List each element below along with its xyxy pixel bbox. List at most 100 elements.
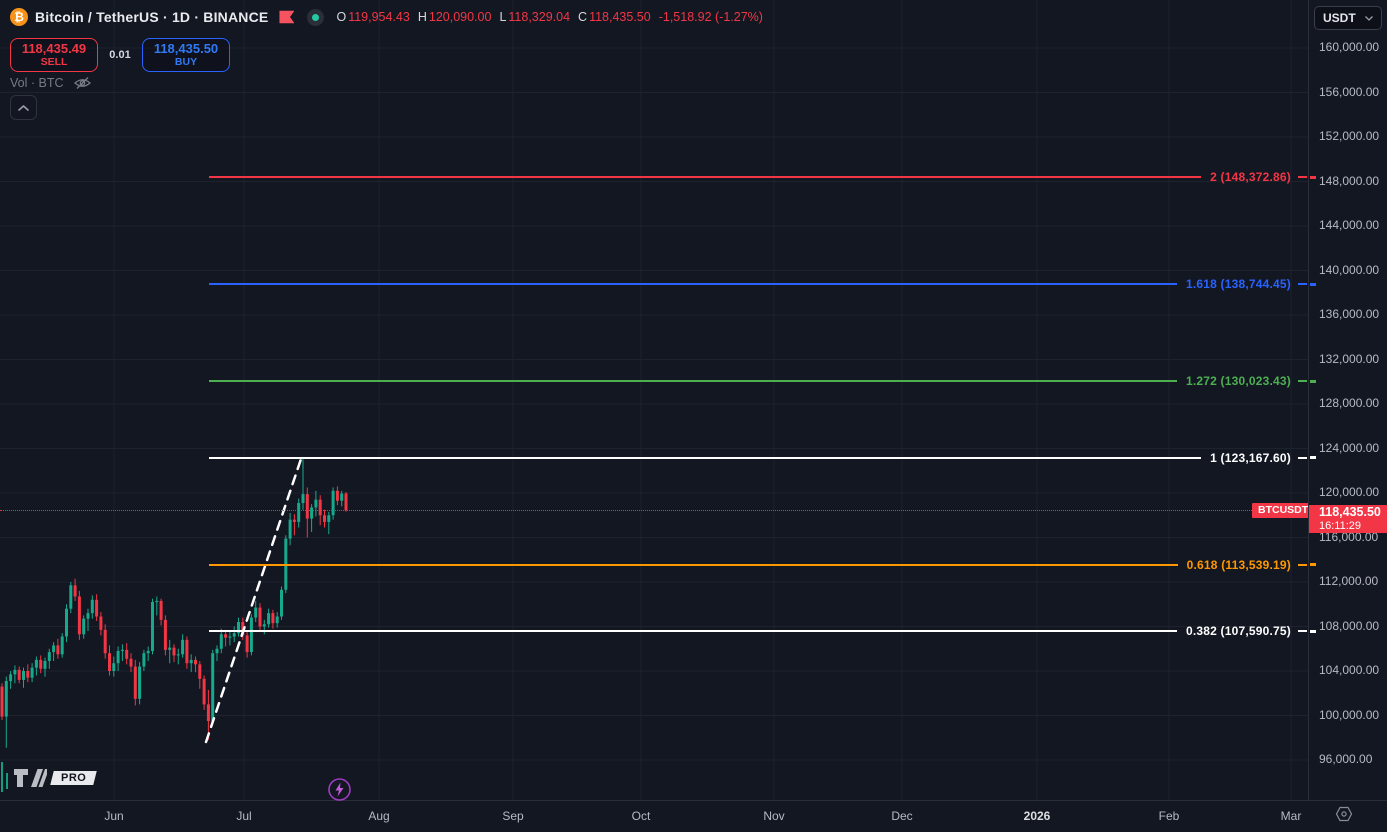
flag-icon[interactable] — [279, 10, 295, 24]
ohlc-readout: O 119,954.43 H 120,090.00 L 118,329.04 C 118… — [336, 10, 762, 24]
currency-select[interactable]: USDT — [1314, 6, 1382, 30]
price-axis-tick: 128,000.00 — [1319, 396, 1380, 410]
fib-level-label: 2 (148,372.86) — [1210, 170, 1291, 185]
price-axis[interactable]: 160,000.00 156,000.00 152,000.00 148,000.00… — [1308, 0, 1387, 800]
fib-level-label: 0.382 (107,590.75) — [1185, 624, 1291, 639]
fib-level-row-1272[interactable]: 1.272 (130,023.43) — [209, 373, 1307, 389]
price-axis-tick: 136,000.00 — [1319, 307, 1380, 321]
price-axis-tick: 132,000.00 — [1319, 351, 1380, 366]
time-axis-label: Nov — [763, 809, 785, 823]
hexagon-dot-icon[interactable] — [1335, 805, 1353, 823]
fib-level-line — [209, 456, 1202, 459]
time-axis-label: Sep — [502, 809, 524, 823]
close-value: 118,435.50 — [589, 10, 651, 24]
time-axis-label: Jul — [236, 809, 252, 823]
symbol-title[interactable]: Bitcoin / TetherUS · 1D · BINANCE — [35, 9, 269, 25]
price-axis-tick: 156,000.00 — [1319, 84, 1380, 99]
volume-study-label: Vol · BTC — [10, 76, 64, 90]
sell-price: 118,435.49 — [21, 41, 87, 56]
candlestick-chart[interactable] — [0, 0, 1308, 800]
tradingview-logo-icon — [14, 769, 47, 787]
chart-legend-bar: ₿ Bitcoin / TetherUS · 1D · BINANCE O 119… — [10, 7, 763, 27]
close-label: C — [578, 10, 588, 24]
time-axis-label: Aug — [368, 809, 390, 823]
pro-badge: PRO — [50, 771, 98, 785]
fib-level-label: 1.272 (130,023.43) — [1185, 374, 1291, 389]
time-axis-label: Mar — [1280, 809, 1302, 823]
fib-level-end-dash — [1298, 283, 1307, 286]
change-value: -1,518.92 (-1.27%) — [658, 10, 763, 24]
fib-level-line — [209, 630, 1177, 633]
fib-level-line — [209, 283, 1177, 286]
volume-study-row: Vol · BTC — [10, 75, 92, 91]
fib-level-row-1[interactable]: 1 (123,167.60) — [209, 450, 1307, 466]
time-axis-label: 2026 — [1023, 809, 1051, 823]
fib-level-end-dash — [1298, 563, 1307, 566]
fib-level-end-dash — [1298, 176, 1307, 179]
fib-level-row-2[interactable]: 2 (148,372.86) — [209, 169, 1307, 185]
fib-axis-mark — [1310, 379, 1316, 383]
price-axis-tick: 96,000.00 — [1319, 752, 1373, 766]
lightning-icon[interactable] — [327, 777, 352, 802]
bitcoin-logo-icon: ₿ — [10, 8, 28, 26]
high-label: H — [417, 10, 427, 24]
price-axis-tick: 160,000.00 — [1319, 40, 1380, 54]
current-price-line — [0, 509, 1308, 511]
open-value: 119,954.43 — [348, 10, 410, 24]
open-label: O — [336, 10, 347, 24]
price-axis-tick: 148,000.00 — [1319, 173, 1380, 188]
fib-axis-mark — [1310, 282, 1316, 286]
bar-countdown: 16:11:29 — [1319, 520, 1362, 533]
price-axis-tick: 124,000.00 — [1319, 440, 1380, 455]
price-axis-tick: 120,000.00 — [1319, 485, 1380, 499]
price-axis-tick: 140,000.00 — [1319, 262, 1380, 277]
fib-level-label: 1 (123,167.60) — [1210, 450, 1291, 465]
fib-level-line — [209, 176, 1202, 179]
fib-level-row-0382[interactable]: 0.382 (107,590.75) — [209, 623, 1307, 639]
price-axis-tick: 100,000.00 — [1319, 707, 1380, 722]
buy-label: BUY — [174, 56, 198, 68]
fib-level-end-dash — [1298, 630, 1307, 633]
time-axis-label: Oct — [631, 809, 651, 823]
market-status-indicator[interactable] — [307, 8, 325, 26]
price-axis-tick: 108,000.00 — [1319, 618, 1380, 633]
sell-label: SELL — [40, 56, 68, 68]
currency-select-value: USDT — [1323, 11, 1356, 25]
eye-off-icon[interactable] — [73, 76, 92, 90]
time-axis-label: Feb — [1158, 809, 1180, 823]
fib-axis-mark — [1310, 175, 1316, 179]
price-axis-tick: 104,000.00 — [1319, 663, 1380, 677]
fib-level-label: 1.618 (138,744.45) — [1185, 277, 1291, 292]
price-axis-tick: 144,000.00 — [1319, 218, 1380, 232]
time-axis-label: Dec — [891, 809, 913, 823]
fib-level-end-dash — [1298, 380, 1307, 383]
high-value: 120,090.00 — [428, 10, 492, 24]
price-axis-tick: 152,000.00 — [1319, 129, 1380, 143]
sell-button[interactable]: 118,435.49 SELL — [10, 38, 98, 72]
fib-level-end-dash — [1298, 456, 1307, 459]
collapse-panel-button[interactable] — [10, 95, 37, 120]
price-axis-tick: 112,000.00 — [1319, 574, 1379, 588]
low-label: L — [499, 10, 507, 24]
fib-level-row-0618[interactable]: 0.618 (113,539.19) — [209, 557, 1307, 573]
current-price-symbol-badge: BTCUSDT — [1252, 503, 1315, 519]
current-price-axis-label: 118,435.50 16:11:29 — [1309, 505, 1387, 534]
chevron-down-icon — [1365, 15, 1373, 21]
fib-level-label: 0.618 (113,539.19) — [1186, 557, 1291, 572]
time-axis-label: Jun — [104, 809, 124, 823]
fib-axis-mark — [1310, 563, 1316, 567]
current-price-value: 118,435.50 — [1319, 505, 1381, 520]
tradingview-pro-logo[interactable]: PRO — [14, 767, 98, 789]
buy-button[interactable]: 118,435.50 BUY — [142, 38, 230, 72]
low-value: 118,329.04 — [508, 10, 571, 24]
chevron-up-icon — [18, 104, 29, 111]
fib-level-line — [209, 563, 1178, 566]
trade-panel: 118,435.49 SELL 0.01 118,435.50 BUY — [10, 38, 230, 72]
fib-level-row-1618[interactable]: 1.618 (138,744.45) — [209, 276, 1307, 292]
time-axis[interactable]: Jun Jul Aug Sep Oct Nov Dec 2026 Feb Mar — [0, 800, 1387, 832]
market-open-dot — [312, 13, 320, 21]
fib-level-line — [209, 380, 1177, 383]
spread-value: 0.01 — [109, 49, 131, 61]
fib-axis-mark — [1310, 456, 1316, 460]
